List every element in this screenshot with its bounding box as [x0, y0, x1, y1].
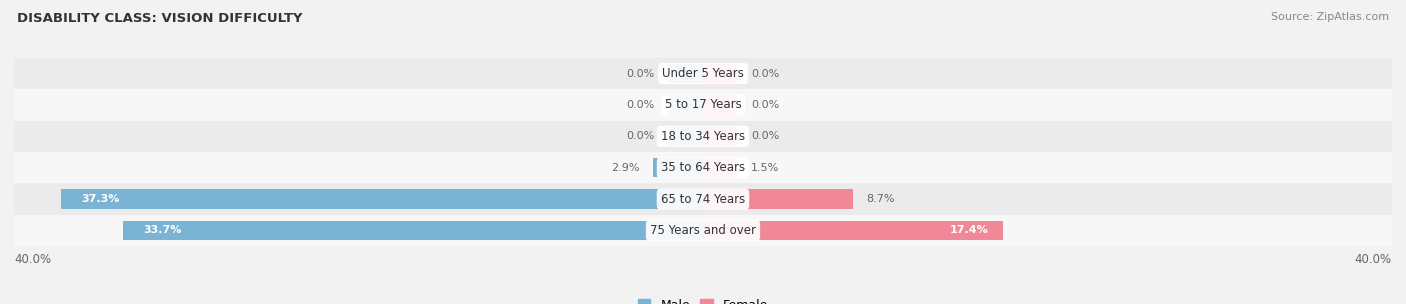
Bar: [652, 158, 703, 178]
Bar: [703, 221, 1002, 240]
Text: 40.0%: 40.0%: [14, 253, 51, 266]
Text: 0.0%: 0.0%: [627, 100, 655, 110]
Text: 1.5%: 1.5%: [751, 163, 779, 173]
Text: 0.0%: 0.0%: [751, 68, 779, 78]
Bar: [703, 95, 738, 115]
Bar: [14, 58, 1392, 89]
Bar: [669, 95, 703, 115]
Bar: [60, 189, 703, 209]
Text: 75 Years and over: 75 Years and over: [650, 224, 756, 237]
Bar: [14, 152, 1392, 183]
Text: 8.7%: 8.7%: [866, 194, 896, 204]
Bar: [669, 126, 703, 146]
Bar: [703, 126, 738, 146]
Text: 65 to 74 Years: 65 to 74 Years: [661, 192, 745, 206]
Text: 40.0%: 40.0%: [1355, 253, 1392, 266]
Legend: Male, Female: Male, Female: [633, 294, 773, 304]
Text: 0.0%: 0.0%: [627, 131, 655, 141]
Text: 0.0%: 0.0%: [751, 131, 779, 141]
Text: 17.4%: 17.4%: [950, 226, 988, 236]
Text: 35 to 64 Years: 35 to 64 Years: [661, 161, 745, 174]
Text: 0.0%: 0.0%: [751, 100, 779, 110]
Text: 37.3%: 37.3%: [82, 194, 120, 204]
Bar: [703, 158, 738, 178]
Bar: [669, 64, 703, 83]
Bar: [14, 183, 1392, 215]
Text: 33.7%: 33.7%: [143, 226, 181, 236]
Text: 5 to 17 Years: 5 to 17 Years: [665, 98, 741, 112]
Bar: [14, 89, 1392, 121]
Bar: [14, 215, 1392, 246]
Bar: [122, 221, 703, 240]
Text: Source: ZipAtlas.com: Source: ZipAtlas.com: [1271, 12, 1389, 22]
Text: 2.9%: 2.9%: [610, 163, 640, 173]
Text: 18 to 34 Years: 18 to 34 Years: [661, 130, 745, 143]
Bar: [703, 189, 853, 209]
Bar: [14, 121, 1392, 152]
Bar: [703, 64, 738, 83]
Text: DISABILITY CLASS: VISION DIFFICULTY: DISABILITY CLASS: VISION DIFFICULTY: [17, 12, 302, 25]
Text: 0.0%: 0.0%: [627, 68, 655, 78]
Text: Under 5 Years: Under 5 Years: [662, 67, 744, 80]
